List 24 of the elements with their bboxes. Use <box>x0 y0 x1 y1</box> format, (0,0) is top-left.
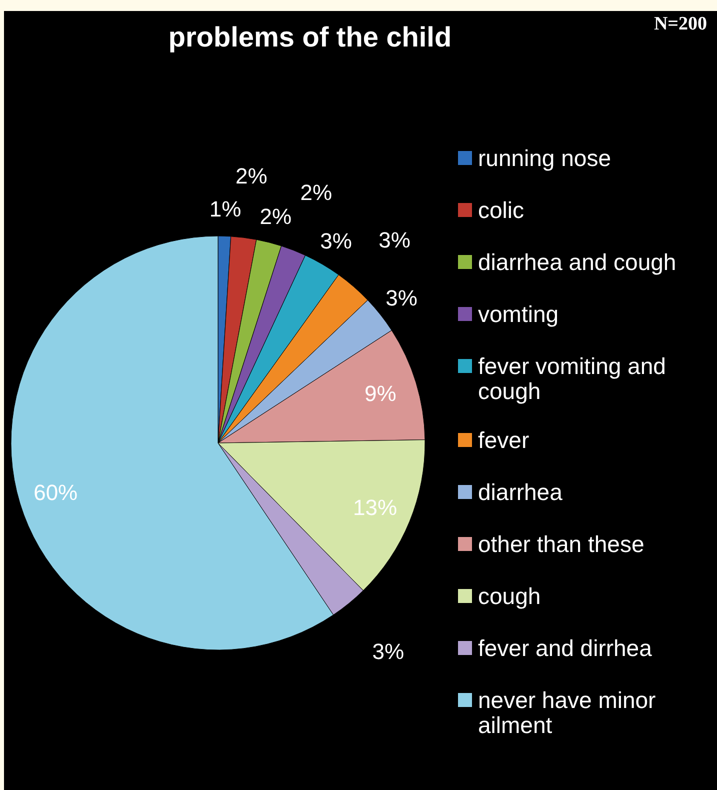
data-label: 9% <box>364 381 396 406</box>
chart-title: problems of the child <box>168 22 452 52</box>
data-label: 1% <box>209 196 242 222</box>
data-label: 3% <box>372 639 404 664</box>
data-label: 60% <box>34 480 78 505</box>
data-label: 3% <box>386 285 418 310</box>
legend-label: fever and dirrhea <box>478 635 652 661</box>
legend-label: diarrhea <box>478 479 563 505</box>
legend-label: vomting <box>478 301 559 327</box>
legend-label: fever <box>478 427 530 453</box>
legend-label: never have minor ailment <box>478 687 656 738</box>
legend-label: fever vomiting and cough <box>478 353 666 404</box>
legend-label: diarrhea and cough <box>478 249 676 275</box>
legend-label: colic <box>478 197 524 223</box>
data-label: 13% <box>353 494 398 520</box>
data-label: 2% <box>235 163 268 188</box>
data-label: 2% <box>300 180 332 205</box>
data-label: 3% <box>378 227 410 252</box>
legend-label: cough <box>478 583 541 609</box>
legend-label: running nose <box>478 145 611 171</box>
legend-label: other than these <box>478 531 644 557</box>
data-label: 2% <box>260 204 292 229</box>
text: N=200 <box>654 14 707 34</box>
data-label: 3% <box>320 228 352 254</box>
